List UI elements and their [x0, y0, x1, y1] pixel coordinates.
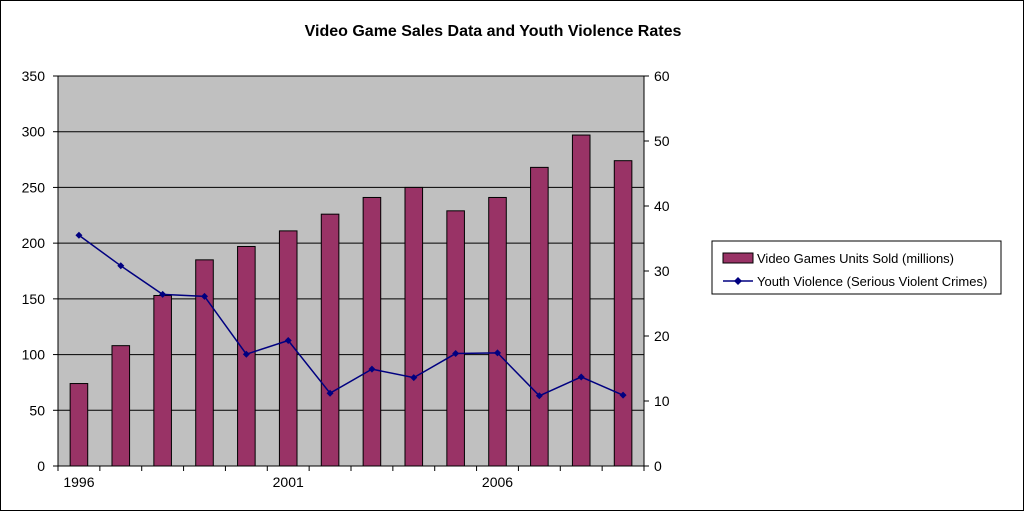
- point-youth-violence: [452, 350, 460, 358]
- point-youth-violence: [577, 373, 585, 381]
- point-youth-violence: [117, 262, 125, 270]
- bar-units-sold: [320, 213, 340, 467]
- bar-units-sold: [153, 295, 172, 467]
- x-tick-label: 2006: [482, 474, 513, 490]
- legend-bar-swatch: [722, 252, 754, 264]
- point-youth-violence: [326, 389, 334, 397]
- bar-units-sold: [362, 196, 382, 467]
- bar-units-sold: [530, 166, 549, 467]
- legend-label-youth-violence: Youth Violence (Serious Violent Crimes): [757, 274, 987, 289]
- y-right-tick-label: 50: [654, 133, 670, 149]
- point-youth-violence: [284, 337, 292, 345]
- y-left-tick-label: 50: [29, 402, 45, 418]
- legend-box: [711, 240, 1002, 295]
- point-youth-violence: [368, 365, 376, 373]
- y-left-tick-label: 200: [22, 235, 46, 251]
- y-left-tick-label: 250: [22, 179, 46, 195]
- y-right-tick-label: 40: [654, 198, 670, 214]
- y-left-tick-label: 100: [22, 347, 46, 363]
- bar-units-sold: [69, 383, 89, 467]
- line-series: [75, 231, 627, 400]
- bar-units-sold: [404, 186, 424, 467]
- point-youth-violence: [242, 350, 250, 358]
- point-youth-violence: [535, 392, 543, 400]
- chart-title: Video Game Sales Data and Youth Violence…: [305, 23, 682, 40]
- legend-label-units-sold: Video Games Units Sold (millions): [757, 251, 954, 266]
- y-left-tick-label: 300: [22, 124, 46, 140]
- legend: Video Games Units Sold (millions) Youth …: [711, 240, 1002, 295]
- y-right-tick-label: 60: [654, 68, 670, 84]
- y-left-tick-label: 350: [22, 68, 46, 84]
- y-right-tick-label: 30: [654, 263, 670, 279]
- bar-units-sold: [195, 259, 214, 467]
- y-right-tick-label: 10: [654, 393, 670, 409]
- bar-units-sold: [488, 196, 507, 467]
- point-youth-violence: [619, 391, 627, 399]
- bar-units-sold: [446, 210, 465, 467]
- point-youth-violence: [494, 349, 501, 357]
- axes: 0 50 100 150 200 250 300 350 0 10 20 30 40 50 60 1996 20…: [22, 68, 670, 490]
- bar-units-sold: [613, 160, 633, 467]
- point-youth-violence: [201, 292, 208, 300]
- y-left-tick-label: 0: [37, 458, 45, 474]
- y-right-tick-label: 0: [654, 458, 662, 474]
- bar-units-sold: [111, 345, 131, 467]
- point-youth-violence: [75, 231, 83, 239]
- y-left-tick-label: 150: [22, 291, 46, 307]
- plot-area: [57, 75, 645, 467]
- bar-units-sold: [571, 134, 591, 467]
- y-right-tick-label: 20: [654, 328, 670, 344]
- bar-series: [69, 134, 633, 467]
- legend-diamond-marker: [734, 277, 742, 285]
- point-youth-violence: [159, 290, 167, 298]
- x-tick-label: 1996: [63, 474, 94, 490]
- x-tick-label: 2001: [273, 474, 304, 490]
- line-youth-violence: [78, 234, 624, 397]
- point-youth-violence: [410, 374, 418, 382]
